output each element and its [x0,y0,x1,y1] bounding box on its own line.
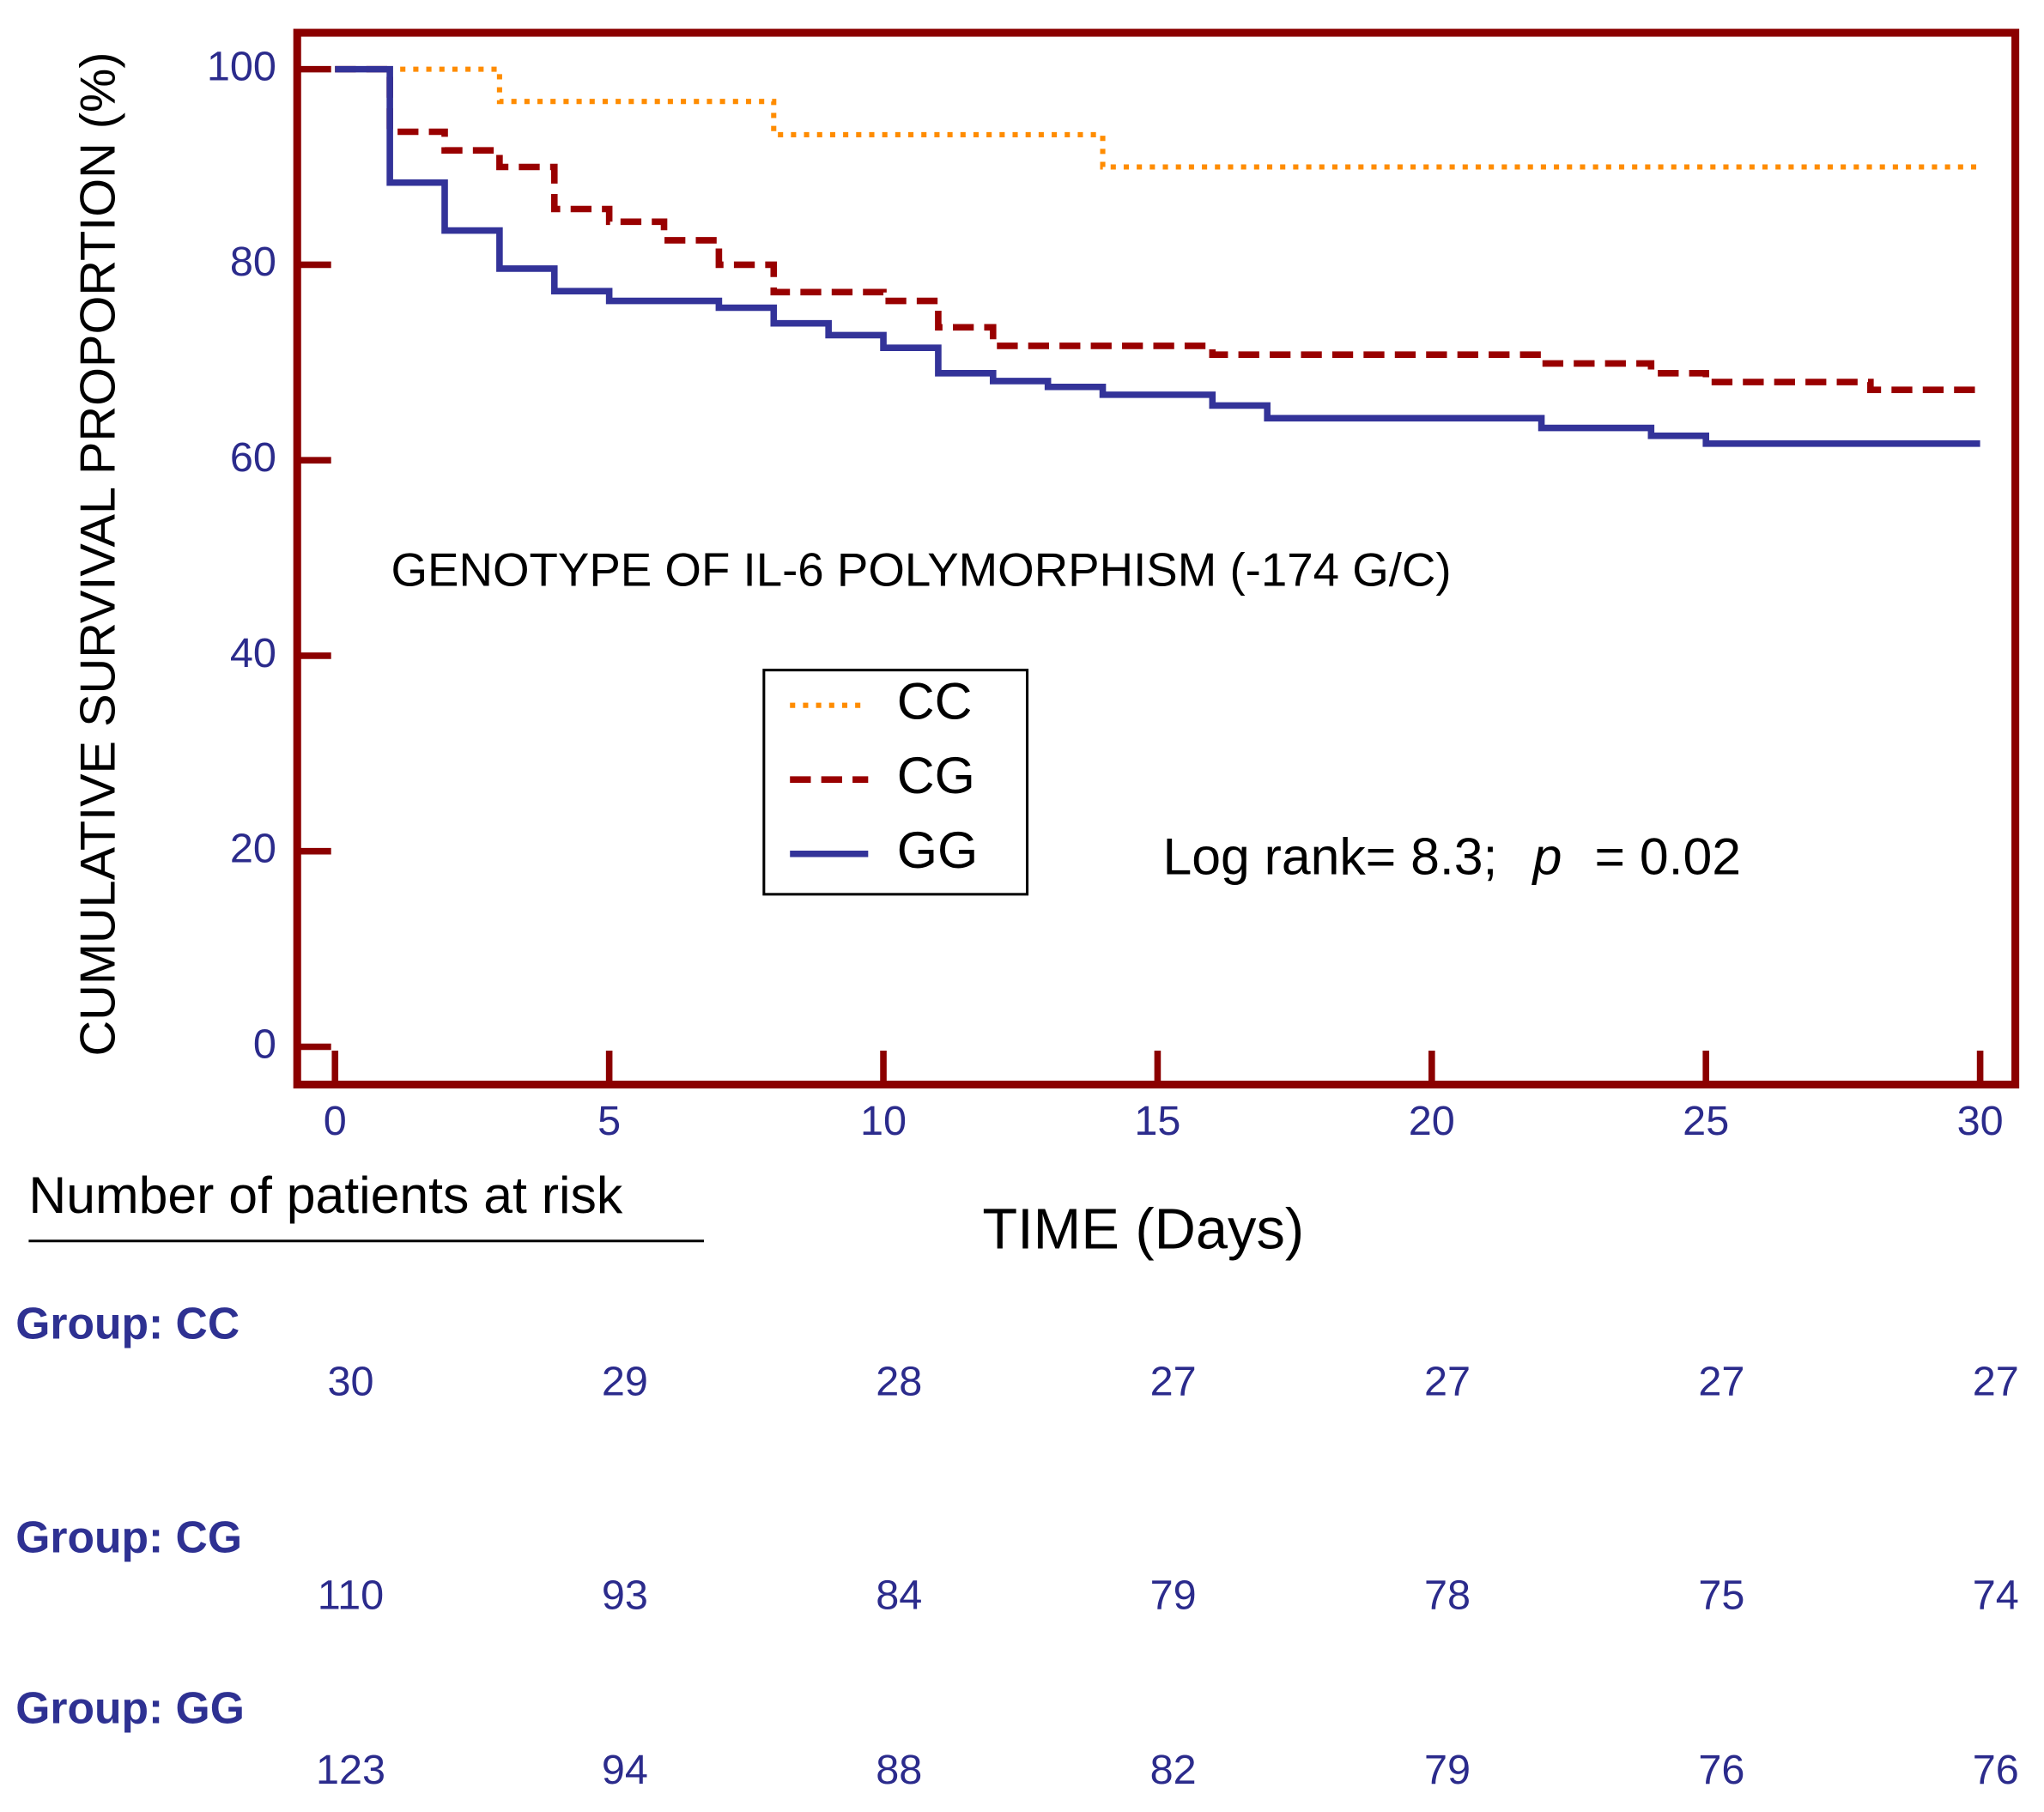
survival-curve [335,66,1980,170]
y-tick-label: 20 [230,826,276,872]
x-axis-label: TIME (Days) [982,1197,1304,1261]
y-tick-label: 0 [253,1021,276,1067]
x-tick-label: 20 [1409,1098,1455,1144]
x-tick-label: 30 [1957,1098,2004,1144]
y-tick-label: 80 [230,239,276,285]
risk-count: 27 [1424,1359,1471,1405]
risk-count: 110 [318,1573,384,1619]
risk-count: 94 [602,1747,648,1793]
x-tick-label: 0 [324,1098,347,1144]
annotation: Log rank= 8.3; [1162,827,1497,885]
x-tick-label: 25 [1683,1098,1729,1144]
risk-count: 82 [1150,1747,1197,1793]
x-tick-label: 5 [597,1098,621,1144]
x-tick-label: 10 [860,1098,907,1144]
risk-group-label: Group: GG [15,1683,245,1733]
risk-count: 75 [1698,1573,1744,1619]
risk-count: 84 [876,1573,922,1619]
risk-count: 76 [1973,1747,2019,1793]
survival-curve [335,65,1980,393]
annotation: p [1531,827,1562,885]
risk-count: 27 [1973,1359,2019,1405]
legend-label: GG [897,821,978,879]
risk-count: 74 [1973,1573,2019,1619]
risk-count: 78 [1424,1573,1471,1619]
legend-label: CC [897,672,973,730]
risk-count: 27 [1698,1359,1744,1405]
risk-count: 27 [1150,1359,1197,1405]
risk-group-label: Group: CG [15,1512,242,1562]
risk-count: 30 [327,1359,373,1405]
annotation: Log rank= 8.3; p = 0.02 [1162,827,1741,885]
risk-count: 123 [316,1747,385,1793]
annotation: = 0.02 [1594,827,1741,885]
y-tick-label: 60 [230,434,276,481]
risk-count: 88 [876,1747,922,1793]
annotation: GENOTYPE OF IL-6 POLYMORPHISM (-174 G/C) [391,544,1452,597]
x-tick-label: 15 [1134,1098,1180,1144]
risk-count: 29 [602,1359,648,1405]
y-tick-label: 40 [230,630,276,676]
risk-group-label: Group: CC [15,1299,240,1348]
risk-count: 76 [1698,1747,1744,1793]
risk-table-title: Number of patients at risk [28,1166,622,1224]
risk-count: 28 [876,1359,922,1405]
legend-label: CG [897,746,975,804]
risk-count: 79 [1150,1573,1197,1619]
risk-count: 79 [1424,1747,1471,1793]
survival-curve [335,65,1980,447]
risk-count: 93 [602,1573,648,1619]
y-axis-label: CUMULATIVE SURVIVAL PROPORTION (%) [71,52,126,1057]
y-tick-label: 100 [207,43,276,89]
